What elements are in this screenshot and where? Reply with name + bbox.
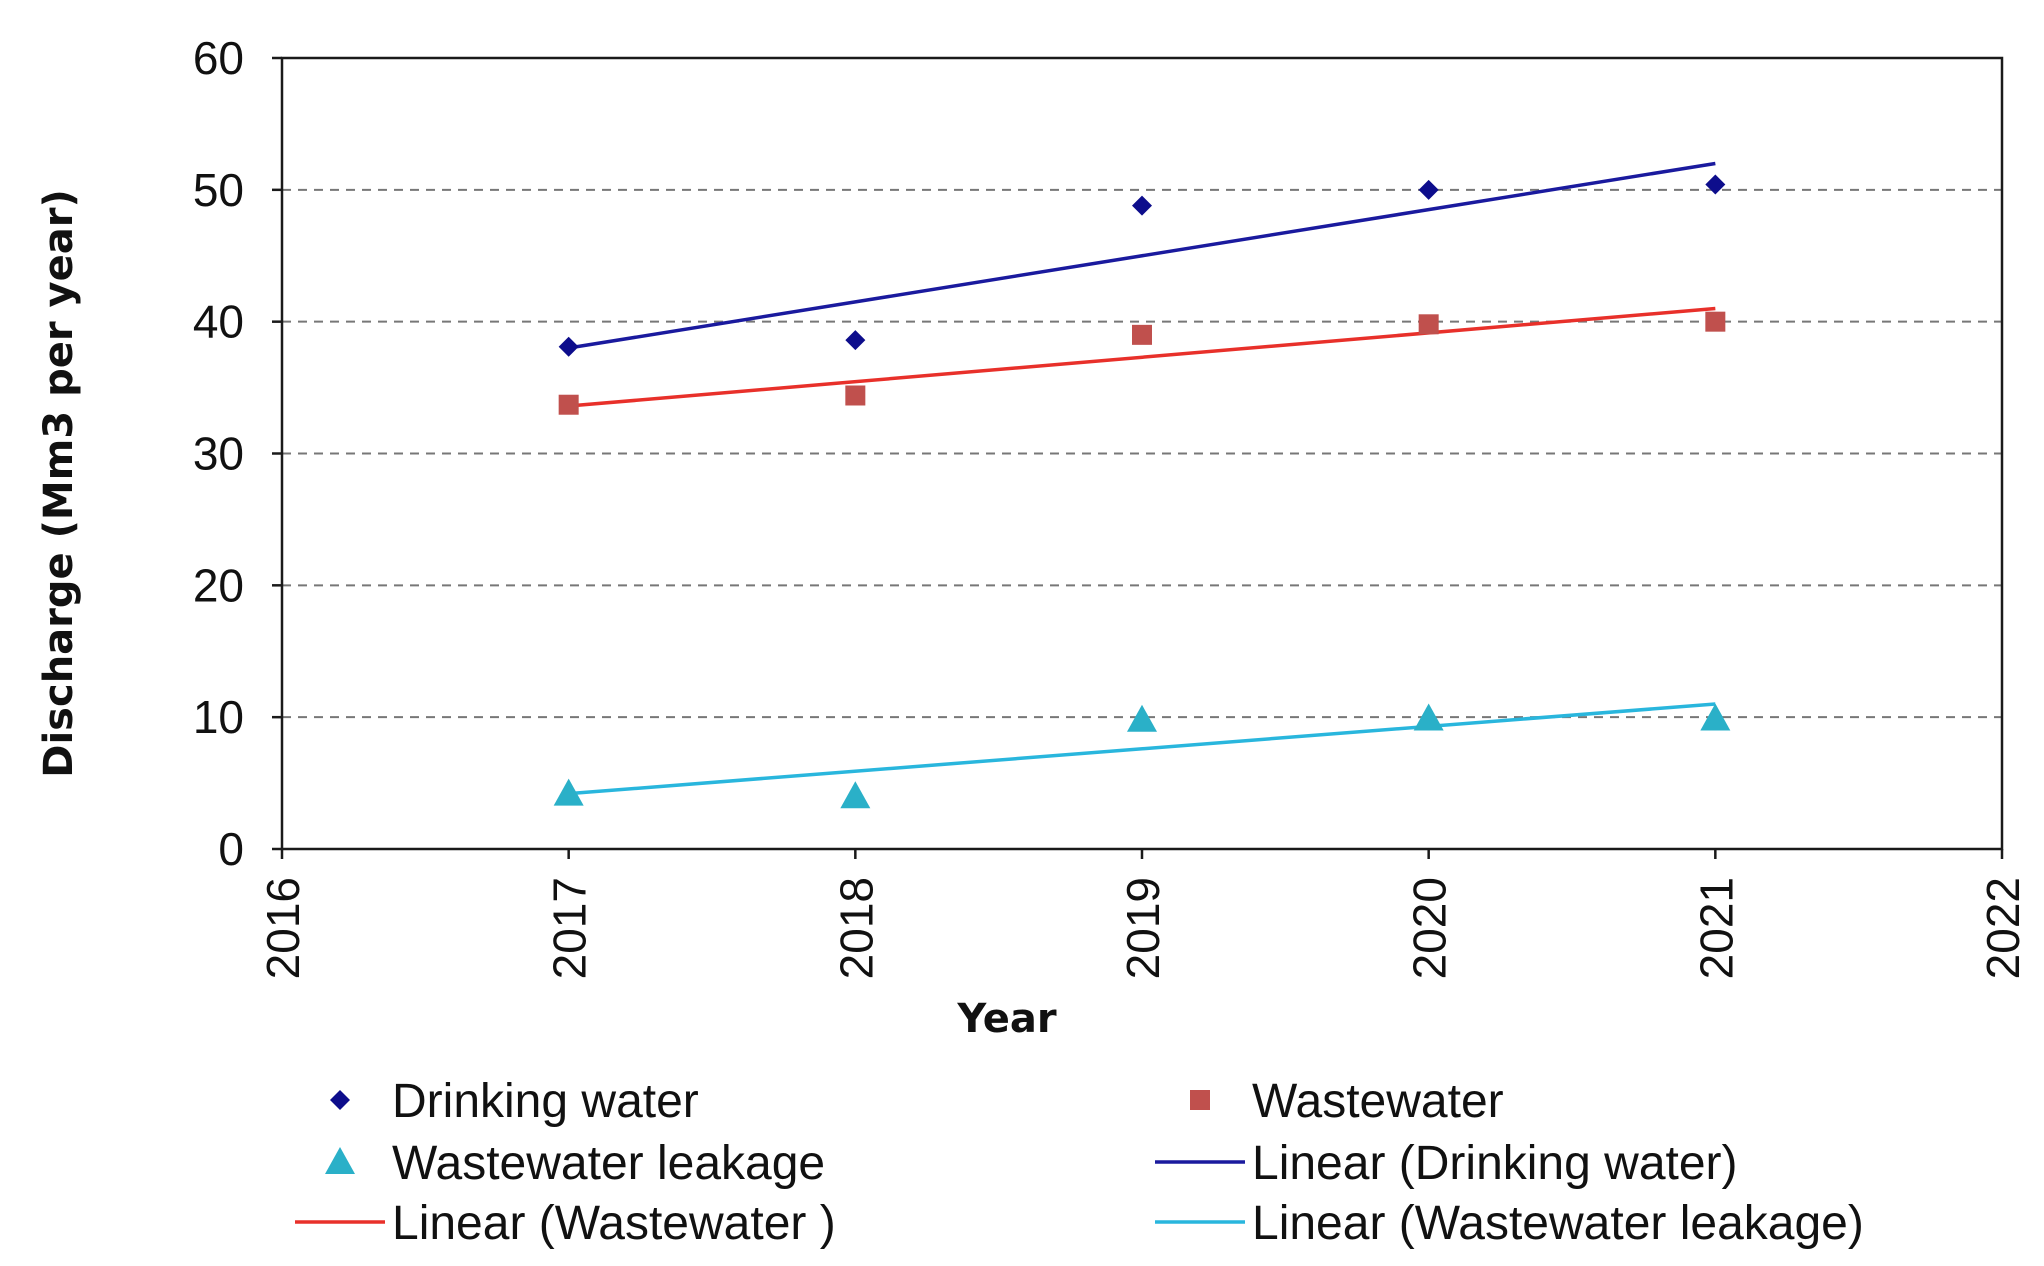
- legend-label: Linear (Drinking water): [1252, 1137, 1738, 1190]
- data-point: [1413, 703, 1444, 731]
- data-point: [558, 394, 579, 415]
- trendline: [568, 161, 1716, 350]
- legend: Drinking water Wastewater Wastewater leaka…: [295, 1075, 1864, 1250]
- y-tick-label: 0: [218, 823, 244, 875]
- data-point: [845, 330, 866, 351]
- x-tick-label: 2018: [830, 877, 882, 979]
- y-tick-label: 40: [193, 296, 244, 348]
- x-axis-title: Year: [956, 996, 1056, 1042]
- x-tick-label: 2021: [1690, 877, 1742, 979]
- x-tick-label: 2020: [1404, 877, 1456, 979]
- data-point: [553, 778, 584, 806]
- data-points: [553, 174, 1731, 809]
- data-point: [1418, 314, 1439, 335]
- legend-label: Wastewater leakage: [392, 1137, 825, 1190]
- y-tick-label: 10: [193, 691, 244, 743]
- x-tick-label: 2022: [1977, 877, 2029, 979]
- y-tick-label: 30: [193, 428, 244, 480]
- data-point: [1705, 311, 1726, 332]
- legend-label: Wastewater: [1252, 1075, 1504, 1128]
- trendline: [568, 702, 1716, 796]
- y-tick-label: 20: [193, 559, 244, 611]
- data-point: [558, 336, 579, 357]
- data-point: [840, 781, 871, 809]
- trendline: [568, 306, 1716, 408]
- data-point: [1132, 324, 1152, 345]
- x-tick-label: 2019: [1117, 877, 1169, 979]
- trendlines: [568, 161, 1716, 796]
- legend-label: Drinking water: [392, 1075, 699, 1128]
- data-point: [1127, 704, 1157, 732]
- data-point: [1700, 703, 1731, 731]
- data-point: [1132, 195, 1152, 216]
- x-tick-label: 2017: [544, 877, 596, 979]
- x-tick-label: 2016: [257, 877, 309, 979]
- y-axis-title: Discharge (Mm3 per year): [36, 189, 82, 777]
- data-point: [1705, 174, 1726, 195]
- legend-label: Linear (Wastewater leakage): [1252, 1197, 1864, 1250]
- y-tick-label: 60: [193, 32, 244, 84]
- legend-marker: [325, 1147, 355, 1174]
- y-axis-ticks: 0 10 20 30 40 50 60: [193, 32, 282, 875]
- legend-label: Linear (Wastewater ): [392, 1197, 836, 1250]
- data-point: [1418, 179, 1439, 200]
- y-tick-label: 50: [193, 164, 244, 216]
- data-point: [845, 385, 866, 406]
- legend-marker: [1190, 1090, 1210, 1110]
- legend-marker: [330, 1090, 350, 1110]
- x-axis-ticks: 2016 2017 2018 2019 2020 2021 2022: [257, 849, 2029, 979]
